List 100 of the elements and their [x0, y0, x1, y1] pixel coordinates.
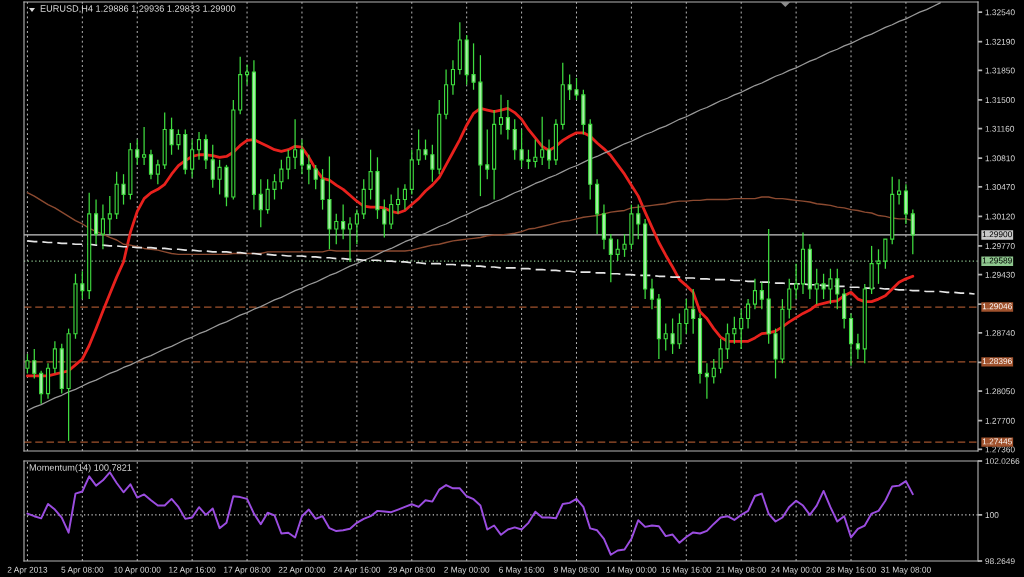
- line-series: [26, 471, 914, 556]
- y-tick-label: 1.31160: [985, 125, 1015, 132]
- y-tick-label: 1.30470: [985, 184, 1015, 190]
- candlestick: [423, 138, 428, 161]
- y-tick-label: 1.30120: [985, 213, 1015, 220]
- candlestick: [450, 59, 456, 96]
- candlestick: [272, 173, 277, 201]
- x-tick-label: 12 Apr 16:00: [169, 566, 216, 575]
- candlestick: [39, 370, 44, 405]
- candlestick: [498, 94, 504, 136]
- candlestick: [677, 312, 682, 350]
- candlestick: [787, 278, 792, 320]
- x-tick-label: 21 May 08:00: [716, 566, 767, 575]
- x-tick-label: 29 Apr 08:00: [388, 566, 436, 575]
- x-tick-label: 16 May 16:00: [661, 566, 712, 575]
- y-tick-label: 1.29430: [985, 271, 1015, 278]
- candlestick: [615, 238, 620, 262]
- candlestick: [732, 316, 737, 345]
- candlestick: [903, 183, 909, 225]
- candlestick: [203, 133, 208, 170]
- x-tick-label: 5 Apr 08:00: [61, 566, 104, 575]
- candlestick: [752, 278, 758, 310]
- y-tick-label: 1.27360: [985, 446, 1015, 453]
- candlestick: [533, 138, 538, 169]
- candlestick: [100, 203, 105, 250]
- candlestick: [299, 138, 305, 175]
- candlestick: [93, 198, 99, 245]
- candlestick: [313, 164, 318, 190]
- candlestick: [25, 353, 30, 374]
- x-tick-label: 6 May 16:00: [499, 566, 545, 575]
- x-tick-label: 24 May 00:00: [771, 566, 822, 575]
- y-tick-label: 102.0266: [985, 458, 1020, 465]
- candlestick: [80, 270, 85, 300]
- candlestick: [746, 298, 751, 330]
- candlestick: [691, 288, 696, 335]
- candlestick: [368, 149, 373, 201]
- candlestick: [135, 138, 140, 166]
- candlestick: [169, 117, 174, 156]
- candlestick: [759, 281, 764, 310]
- candlestick: [519, 128, 524, 169]
- y-tick-label: 100: [985, 512, 999, 518]
- y-tick-label: 1.27700: [985, 417, 1015, 424]
- candlestick: [540, 116, 545, 166]
- candlestick: [306, 154, 311, 185]
- candlestick: [279, 159, 284, 190]
- x-tick-label: 2 May 00:00: [444, 566, 490, 575]
- candlestick: [505, 99, 510, 141]
- ref-line-label: 1.29589: [982, 257, 1012, 264]
- x-tick-label: 22 Apr 00:00: [278, 566, 326, 575]
- y-tick-label: 1.28050: [985, 388, 1015, 395]
- candlestick: [190, 138, 195, 179]
- x-tick-label: 14 May 00:00: [606, 566, 657, 575]
- candlestick: [855, 333, 860, 360]
- candlestick: [341, 203, 346, 240]
- candlestick: [107, 195, 112, 235]
- x-tick-label: 24 Apr 16:00: [333, 566, 381, 575]
- candlestick: [739, 308, 744, 350]
- candlestick: [416, 128, 421, 166]
- candlestick: [711, 358, 716, 385]
- candlestick: [430, 144, 435, 183]
- candlestick: [835, 268, 840, 310]
- candlestick: [244, 63, 250, 86]
- candlestick: [567, 73, 572, 101]
- candlestick: [794, 263, 799, 300]
- y-tick-label: 98.2649: [985, 558, 1015, 565]
- x-tick-label: 2 Apr 2013: [7, 566, 48, 575]
- candlestick: [718, 338, 723, 374]
- candlestick: [148, 149, 154, 180]
- y-tick-label: 1.30810: [985, 155, 1015, 162]
- y-tick-label: 1.32540: [985, 9, 1015, 16]
- candlestick: [286, 149, 291, 180]
- candlestick: [725, 322, 730, 360]
- candlestick: [814, 268, 819, 305]
- candlestick: [512, 118, 517, 161]
- x-tick-label: 10 Apr 00:00: [114, 566, 161, 575]
- ref-line-label: 1.27445: [982, 438, 1012, 445]
- x-tick-label: 28 May 16:00: [826, 566, 876, 575]
- candlestick: [210, 144, 215, 189]
- candlestick: [876, 248, 881, 285]
- line-series: [26, 192, 914, 256]
- line-series: [26, 2, 941, 412]
- candlestick: [347, 216, 353, 263]
- candlestick: [828, 268, 833, 305]
- candlestick: [526, 149, 531, 170]
- candlestick: [910, 208, 915, 255]
- x-tick-label: 9 May 08:00: [553, 566, 600, 575]
- ref-line-label: 1.29900: [982, 231, 1012, 238]
- candlestick: [622, 233, 627, 258]
- chart-title: Momentum(14) 100.7821: [29, 464, 132, 473]
- candlestick: [32, 348, 37, 380]
- candlestick: [821, 273, 826, 300]
- candlestick: [217, 159, 222, 196]
- candlestick: [485, 128, 490, 180]
- chart-title: EURUSD,H4 1.29886 1.29936 1.29833 1.29900: [40, 5, 236, 13]
- candlestick: [52, 340, 57, 374]
- candlestick: [142, 126, 147, 166]
- candlestick: [663, 322, 668, 352]
- candlestick: [395, 187, 401, 215]
- candlestick: [354, 208, 359, 245]
- candlestick: [389, 193, 394, 230]
